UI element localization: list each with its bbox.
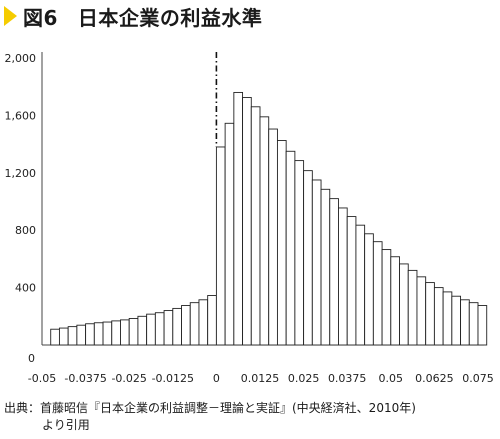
y-tick-label: 400 [15,282,36,295]
histogram-bar [146,313,156,346]
histogram-bar [338,207,348,346]
histogram-bar [320,188,331,346]
figure-title: 図6 日本企業の利益水準 [4,2,262,30]
histogram-bar [93,322,104,346]
histogram-chart: 0 400 800 1,200 1,600 2,000 -0.05 -0.0375 -0.025… [5,52,494,385]
figure-number: 図6 [23,5,58,30]
histogram-bar [303,170,313,346]
source-note: 出典：首藤昭信『日本企業の利益調整－理論と実証』(中央経済社、2010年) より… [4,400,496,434]
x-tick-label: -0.025 [111,372,146,385]
histogram-bar [67,326,78,346]
title-marker-triangle-icon [4,6,17,26]
x-tick-label: 0.075 [462,372,494,385]
x-tick-label: 0.0625 [415,372,454,385]
histogram-bar [137,315,148,346]
y-tick-label: 800 [15,224,36,237]
histogram-bar [425,282,435,346]
histogram-bar [268,128,278,346]
histogram-bar [311,179,322,346]
x-tick-label: -0.05 [28,372,56,385]
histogram-bar [250,106,261,346]
histogram-bar [102,321,113,346]
histogram-bar [128,318,139,346]
x-tick-label: 0.05 [379,372,404,385]
histogram-bar [433,287,444,346]
histogram-bar [189,302,200,346]
histogram-bar [181,305,191,346]
y-tick-label: 1,200 [5,167,37,180]
histogram-bar [215,146,226,346]
y-tick-label: 0 [28,352,35,365]
histogram-bar [154,312,165,346]
histogram-bar [58,327,69,346]
histogram-bar [198,299,209,346]
histogram-bar [381,249,392,346]
x-tick-label: 0 [213,372,220,385]
histogram-bar [451,295,462,346]
histogram-bar [85,323,95,346]
x-tick-label: 0.0125 [241,372,280,385]
histogram-bar [329,198,339,346]
histogram-bar [276,140,287,346]
histogram-bar [111,320,121,346]
histogram-bar [76,324,87,346]
histogram-bar [442,291,453,346]
figure-title-text: 日本企業の利益水準 [77,5,263,30]
source-line-1: 出典：首藤昭信『日本企業の利益調整－理論と実証』(中央経済社、2010年) [4,401,416,415]
source-line-2: より引用 [42,418,90,432]
histogram-bar [364,233,374,346]
histogram-bar [120,319,130,346]
histogram-bar [233,91,244,346]
histogram-bar [477,305,488,346]
x-tick-label: 0.0375 [328,372,367,385]
histogram-bar [259,116,270,346]
histogram-bar [346,216,357,346]
histogram-bar [399,263,409,346]
x-tick-label: 0.025 [288,372,320,385]
histogram-bar [294,160,305,346]
histogram-bar [372,241,383,346]
histogram-bar [50,328,60,346]
histogram-bar [163,310,174,346]
histogram-bar [355,224,366,346]
histogram-bar [468,302,479,346]
histogram-bar [285,150,296,346]
x-tick-label: -0.0125 [152,372,194,385]
y-tick-label: 2,000 [5,52,37,65]
histogram-bar [407,269,418,346]
histogram-bar [460,299,470,346]
histogram-bar [242,97,252,346]
histogram-bar [224,122,235,346]
histogram-bar [416,276,427,346]
y-tick-label: 1,600 [5,109,37,122]
histogram-bar [207,295,217,346]
histogram-bar [172,307,182,346]
histogram-bar [390,256,400,346]
x-tick-label: -0.0375 [64,372,106,385]
